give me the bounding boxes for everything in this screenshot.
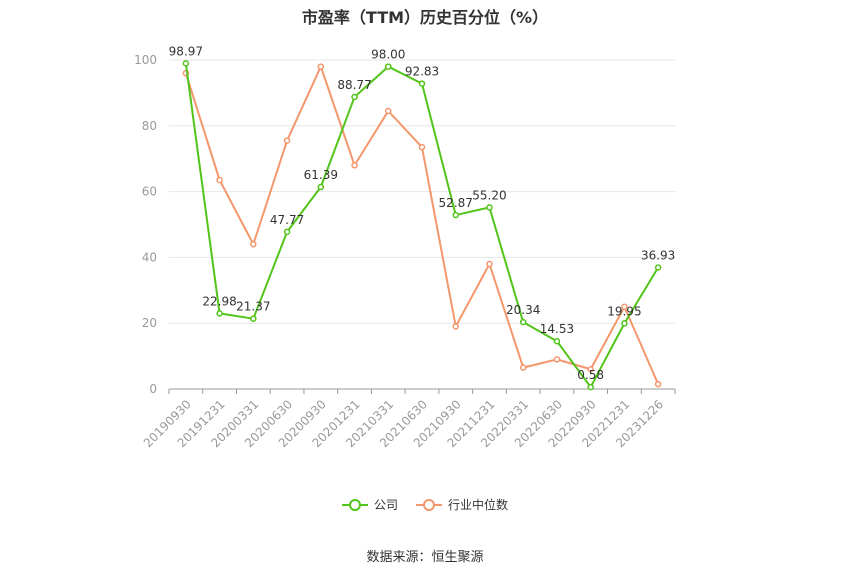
data-point-industry-median	[216, 176, 223, 184]
data-label: 19.95	[607, 304, 641, 318]
data-point-company	[654, 264, 662, 271]
series-line-company	[184, 63, 659, 389]
legend-label-industry-median: 行业中位数	[448, 498, 509, 512]
data-point-company	[621, 320, 628, 327]
legend-item-company[interactable]: 公司	[341, 496, 398, 513]
axis-layer: 0204060801002019093020191231202003312020…	[134, 53, 676, 450]
data-point-company	[519, 318, 527, 326]
legend-line-icon	[416, 498, 442, 511]
series-layer	[182, 60, 662, 391]
data-label: 20.34	[506, 303, 540, 317]
data-label: 61.39	[304, 168, 338, 182]
data-label: 0.58	[577, 368, 604, 382]
data-point-industry-median	[486, 260, 493, 268]
y-tick-label: 0	[149, 382, 157, 396]
data-point-industry-median	[317, 63, 325, 70]
data-point-company	[385, 63, 392, 70]
data-point-company	[283, 228, 291, 236]
y-tick-label: 60	[142, 185, 157, 199]
data-point-industry-median	[385, 107, 392, 115]
legend-line-icon	[341, 498, 368, 511]
data-point-company	[553, 337, 561, 345]
data-point-industry-median	[351, 162, 358, 169]
series-line-industry-median	[184, 65, 660, 385]
data-point-company	[182, 60, 190, 67]
data-point-industry-median	[250, 240, 257, 248]
data-point-company	[587, 383, 594, 391]
data-point-industry-median	[418, 143, 426, 151]
data-point-industry-median	[283, 137, 291, 144]
y-tick-label: 80	[142, 119, 157, 133]
data-label: 47.77	[270, 213, 304, 227]
data-point-company	[216, 310, 223, 317]
y-tick-label: 40	[142, 250, 157, 264]
grid-layer	[169, 59, 675, 324]
y-tick-label: 100	[134, 53, 157, 67]
data-point-company	[351, 93, 358, 101]
data-point-industry-median	[452, 323, 459, 330]
data-label: 22.98	[202, 294, 236, 308]
data-label: 21.37	[236, 300, 270, 314]
data-label: 52.87	[439, 196, 473, 210]
legend-item-industry-median[interactable]: 行业中位数	[416, 496, 508, 513]
legend-label-company: 公司	[373, 498, 398, 512]
data-label: 98.97	[169, 44, 203, 58]
data-label: 14.53	[540, 322, 574, 336]
data-point-industry-median	[587, 366, 594, 373]
data-point-industry-median	[519, 364, 527, 371]
data-label-layer: 98.97 22.98 21.37 47.77 61.39 88.77 98.0092.83…	[169, 44, 676, 382]
y-tick-label: 20	[142, 316, 157, 330]
data-point-company	[418, 80, 426, 87]
data-label: 36.93	[641, 249, 675, 263]
data-point-industry-median	[553, 356, 561, 363]
legend: 公司 行业中位数	[0, 496, 850, 513]
data-label: 55.20	[472, 188, 506, 202]
data-point-industry-median	[654, 380, 662, 388]
data-point-company	[452, 211, 459, 219]
data-source: 数据来源：恒生聚源	[366, 550, 484, 565]
data-label: 92.83	[405, 65, 439, 79]
chart-title: 市盈率（TTM）历史百分位（%）	[301, 8, 549, 27]
data-point-industry-median	[621, 303, 628, 310]
data-label: 88.77	[337, 78, 371, 92]
data-point-company	[486, 204, 493, 211]
data-point-company	[250, 315, 257, 322]
data-point-company	[317, 183, 325, 191]
data-label: 98.00	[371, 48, 405, 62]
